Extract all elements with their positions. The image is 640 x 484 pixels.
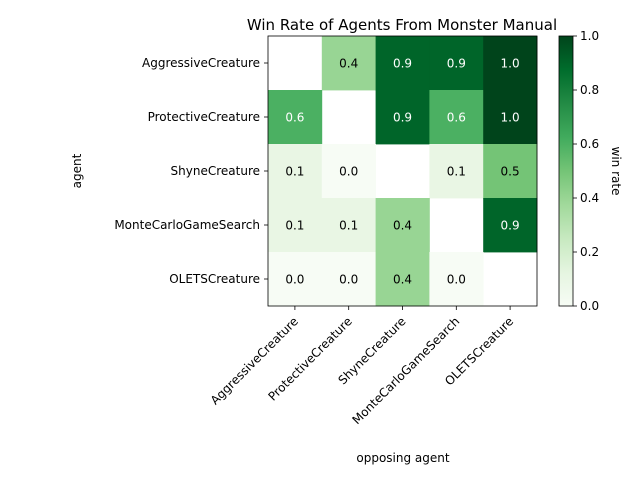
heatmap-cell xyxy=(321,198,376,253)
colorbar-tick-label: 1.0 xyxy=(580,29,599,43)
cell-value-label: 0.4 xyxy=(393,219,412,233)
heatmap-cell xyxy=(321,252,376,307)
y-tick-label: AggressiveCreature xyxy=(142,56,260,70)
heatmap-cell xyxy=(429,144,484,199)
y-tick-label: OLETSCreature xyxy=(169,272,260,286)
cell-value-label: 1.0 xyxy=(501,111,520,125)
cell-value-label: 0.0 xyxy=(285,273,304,287)
cell-value-label: 1.0 xyxy=(501,57,520,71)
cell-value-label: 0.0 xyxy=(447,273,466,287)
heatmap-cell xyxy=(268,198,323,253)
heatmap-cell xyxy=(268,144,323,199)
y-axis-label: agent xyxy=(70,153,84,188)
cell-value-label: 0.4 xyxy=(339,57,358,71)
heatmap-cell xyxy=(375,252,430,307)
chart-title: Win Rate of Agents From Monster Manual xyxy=(247,16,557,34)
colorbar-tick-label: 0.8 xyxy=(580,83,599,97)
cell-value-label: 0.9 xyxy=(393,111,412,125)
colorbar-frame xyxy=(558,35,574,307)
cell-value-label: 0.1 xyxy=(339,219,358,233)
cell-value-label: 0.9 xyxy=(393,57,412,71)
x-tick-label: AggressiveCreature xyxy=(208,314,301,407)
colorbar-tick-label: 0.2 xyxy=(580,245,599,259)
heatmap-cell xyxy=(321,36,376,91)
heatmap-cell xyxy=(375,90,430,145)
heatmap-cell xyxy=(321,144,376,199)
cell-value-label: 0.4 xyxy=(393,273,412,287)
heatmap-cell xyxy=(483,144,538,199)
heatmap-cell xyxy=(429,90,484,145)
colorbar-ticks: 0.0 0.2 0.4 0.6 0.8 1.0 xyxy=(573,29,599,313)
heatmap-cell xyxy=(483,90,538,145)
cell-value-label: 0.1 xyxy=(285,219,304,233)
y-axis-ticks: AggressiveCreature ProtectiveCreature Shyn… xyxy=(114,56,268,286)
colorbar-label: win rate xyxy=(609,147,623,196)
cell-value-label: 0.0 xyxy=(339,165,358,179)
x-tick-label: MonteCarloGameSearch xyxy=(350,314,463,427)
colorbar-gradient xyxy=(559,36,573,306)
heatmap-cell xyxy=(483,198,538,253)
heatmap-cell xyxy=(429,252,484,307)
heatmap-cell xyxy=(268,90,323,145)
x-axis-label: opposing agent xyxy=(356,451,450,465)
cell-value-label: 0.6 xyxy=(447,111,466,125)
colorbar-tick-label: 0.6 xyxy=(580,137,599,151)
heatmap-cell xyxy=(375,198,430,253)
cell-value-label: 0.6 xyxy=(285,111,304,125)
heatmap-cell xyxy=(375,36,430,91)
cell-value-label: 0.9 xyxy=(447,57,466,71)
heatmap-cell xyxy=(268,252,323,307)
heatmap-cells: 0.4 0.9 0.9 1.0 0.6 0.9 0.6 1.0 0.1 0.0 0.1 0.5 0.1 0… xyxy=(268,36,538,307)
cell-value-label: 0.0 xyxy=(339,273,358,287)
cell-value-label: 0.5 xyxy=(501,165,520,179)
heatmap-cell xyxy=(429,36,484,91)
cell-value-label: 0.9 xyxy=(501,219,520,233)
y-tick-label: MonteCarloGameSearch xyxy=(114,218,260,232)
colorbar-tick-label: 0.0 xyxy=(580,299,599,313)
heatmap-cell xyxy=(483,36,538,91)
cell-value-label: 0.1 xyxy=(447,165,466,179)
colorbar-tick-label: 0.4 xyxy=(580,191,599,205)
y-tick-label: ProtectiveCreature xyxy=(148,110,260,124)
x-axis-ticks: AggressiveCreatureProtectiveCreatureShyn… xyxy=(208,306,516,427)
cell-value-label: 0.1 xyxy=(285,165,304,179)
y-tick-label: ShyneCreature xyxy=(171,164,260,178)
